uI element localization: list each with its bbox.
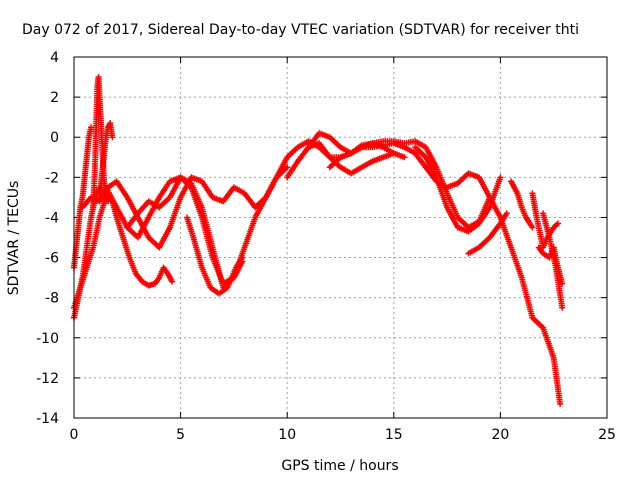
y-tick-label: 0	[50, 130, 59, 146]
series-arc4	[96, 120, 116, 201]
x-tick-label: 25	[598, 427, 616, 443]
series-arc8	[124, 164, 291, 291]
x-tick-label: 20	[491, 427, 509, 443]
series-arc13	[412, 144, 504, 235]
y-tick-label: -10	[36, 331, 59, 347]
y-tick-label: -14	[36, 411, 59, 427]
y-tick-label: -12	[36, 371, 59, 387]
data-point	[109, 134, 116, 141]
data-point	[559, 304, 566, 311]
data-point	[554, 220, 561, 227]
gridlines	[74, 57, 607, 418]
series-arc9	[183, 214, 246, 297]
data-point	[557, 400, 564, 407]
data-point	[239, 254, 246, 261]
y-tick-label: -2	[45, 170, 59, 186]
x-tick-label: 0	[70, 427, 79, 443]
plot-frame	[73, 56, 608, 419]
data-point	[401, 154, 408, 161]
axis-ticks	[73, 56, 608, 419]
y-tick-label: 4	[50, 50, 59, 66]
data-points	[71, 74, 566, 407]
series-arc18	[535, 244, 566, 287]
x-tick-label: 10	[278, 427, 296, 443]
data-point	[169, 278, 176, 285]
data-point	[559, 280, 566, 287]
x-tick-label: 15	[385, 427, 403, 443]
y-axis-label: SDTVAR / TECUs	[6, 181, 22, 296]
data-point	[88, 124, 95, 131]
chart-title: Day 072 of 2017, Sidereal Day-to-day VTE…	[22, 22, 579, 38]
data-point	[529, 224, 536, 231]
data-point	[284, 164, 291, 171]
series-arc15	[508, 178, 536, 231]
x-tick-label: 5	[176, 427, 185, 443]
series-arc14	[465, 210, 510, 257]
y-tick-label: -6	[45, 251, 59, 267]
series-arc2	[71, 124, 95, 271]
data-point	[503, 210, 510, 217]
data-point	[497, 174, 504, 181]
y-tick-label: -8	[45, 291, 59, 307]
series-arc6	[79, 138, 564, 407]
x-axis-label: GPS time / hours	[281, 458, 398, 474]
data-point	[390, 150, 397, 157]
y-tick-label: -4	[45, 210, 59, 226]
tick-labels: 0 5 10 15 20 25 -14 -12 -10 -8 -6 -4 -2 0 2 4	[36, 50, 616, 443]
y-tick-label: 2	[50, 90, 59, 106]
